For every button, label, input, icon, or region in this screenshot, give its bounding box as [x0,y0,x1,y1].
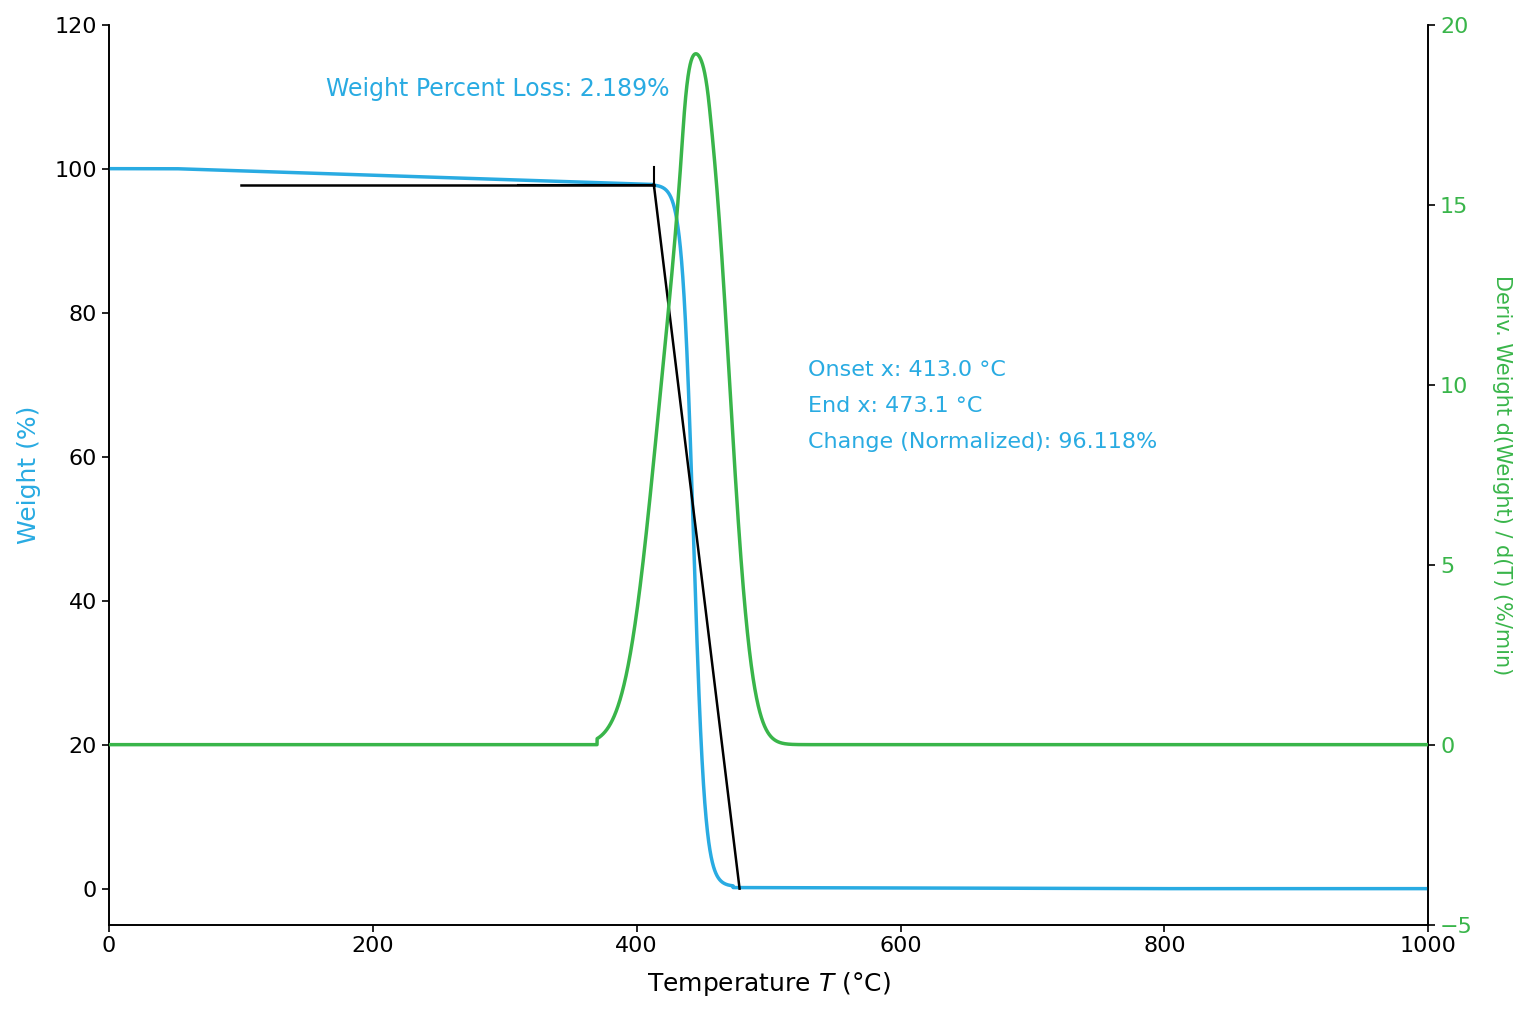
X-axis label: Temperature $T$ (°C): Temperature $T$ (°C) [647,970,890,999]
Text: Weight Percent Loss: 2.189%: Weight Percent Loss: 2.189% [326,77,670,102]
Y-axis label: Weight (%): Weight (%) [17,405,41,544]
Y-axis label: Deriv. Weight d(Weight) / d(Τ) (%/min): Deriv. Weight d(Weight) / d(Τ) (%/min) [1492,274,1512,675]
Text: Onset x: 413.0 °C
End x: 473.1 °C
Change (Normalized): 96.118%: Onset x: 413.0 °C End x: 473.1 °C Change… [809,360,1157,453]
